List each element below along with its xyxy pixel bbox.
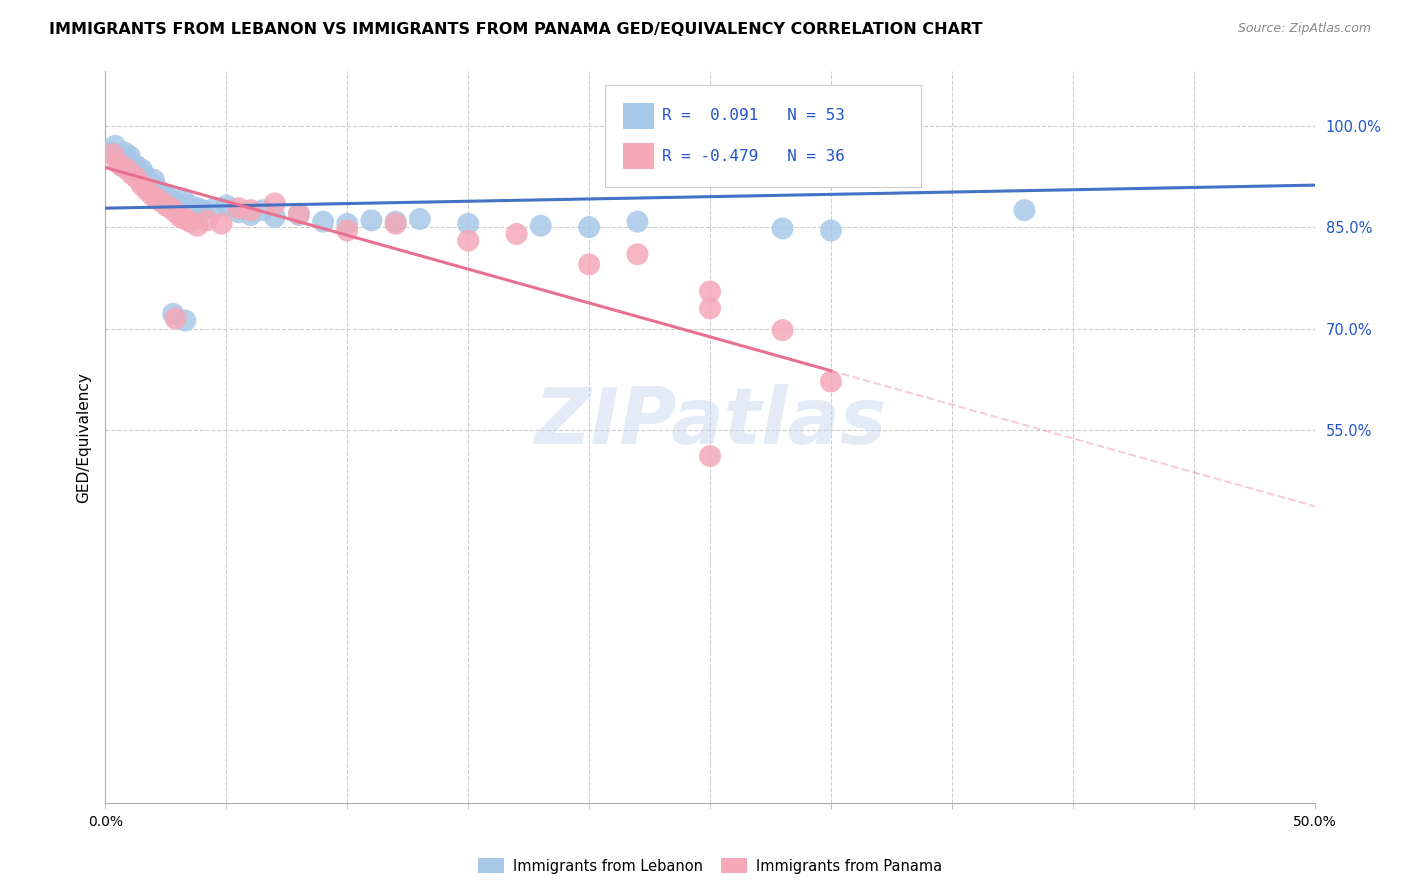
Point <box>179 215 201 229</box>
Point <box>128 166 150 180</box>
Point <box>145 181 167 195</box>
Point <box>157 192 180 206</box>
Point <box>141 179 163 194</box>
Point <box>228 205 250 219</box>
Point <box>155 198 177 212</box>
Text: IMMIGRANTS FROM LEBANON VS IMMIGRANTS FROM PANAMA GED/EQUIVALENCY CORRELATION CH: IMMIGRANTS FROM LEBANON VS IMMIGRANTS FR… <box>49 22 983 37</box>
Point <box>162 307 184 321</box>
Point <box>141 187 163 202</box>
Point <box>107 149 129 163</box>
Point <box>288 206 311 220</box>
Point <box>134 167 156 181</box>
Point <box>159 201 181 215</box>
Point <box>174 313 197 327</box>
Point <box>457 217 479 231</box>
Point <box>211 217 233 231</box>
Point <box>263 196 285 211</box>
Y-axis label: GED/Equivalency: GED/Equivalency <box>76 372 91 502</box>
Point <box>107 156 129 170</box>
Point <box>142 178 165 193</box>
Point <box>626 247 648 261</box>
Point <box>699 449 721 463</box>
Point <box>239 203 262 218</box>
Point <box>155 187 177 202</box>
Point <box>191 203 214 218</box>
Point <box>626 215 648 229</box>
Text: R = -0.479   N = 36: R = -0.479 N = 36 <box>662 149 845 163</box>
Point <box>1014 203 1036 218</box>
Point <box>360 213 382 227</box>
Point <box>114 145 136 160</box>
Point <box>505 227 527 241</box>
Point <box>239 208 262 222</box>
Point <box>699 301 721 316</box>
Point <box>772 323 794 337</box>
Point <box>118 161 141 175</box>
Point <box>202 201 225 215</box>
Point <box>148 183 170 197</box>
Point <box>101 147 124 161</box>
Point <box>101 145 124 160</box>
Point <box>409 212 432 227</box>
Point <box>135 183 157 197</box>
Point <box>820 223 842 237</box>
Point <box>215 198 238 212</box>
Point <box>169 210 191 224</box>
Point <box>336 223 359 237</box>
Text: Source: ZipAtlas.com: Source: ZipAtlas.com <box>1237 22 1371 36</box>
Point <box>530 219 553 233</box>
Point <box>125 171 148 186</box>
Point <box>111 159 134 173</box>
Point <box>131 169 153 184</box>
Point <box>186 219 208 233</box>
Point <box>179 198 201 212</box>
Point <box>384 215 406 229</box>
Point <box>336 217 359 231</box>
Point <box>118 149 141 163</box>
Point <box>172 192 194 206</box>
Point <box>252 203 274 218</box>
Point <box>121 156 143 170</box>
Point <box>699 285 721 299</box>
Point <box>165 205 187 219</box>
Point <box>312 215 335 229</box>
Point <box>125 159 148 173</box>
Point <box>165 311 187 326</box>
Point <box>145 192 167 206</box>
Point <box>131 178 153 193</box>
Point <box>138 176 160 190</box>
Point <box>142 172 165 186</box>
Text: R =  0.091   N = 53: R = 0.091 N = 53 <box>662 109 845 123</box>
Point <box>228 201 250 215</box>
Point <box>578 220 600 235</box>
Point <box>263 210 285 224</box>
Point <box>135 172 157 186</box>
Point <box>772 221 794 235</box>
Point <box>111 159 134 173</box>
Point <box>162 194 184 209</box>
Point <box>186 201 208 215</box>
Point <box>195 213 218 227</box>
Point <box>150 186 173 201</box>
Point <box>108 156 131 170</box>
Point <box>174 212 197 227</box>
Point <box>457 234 479 248</box>
Point <box>104 139 127 153</box>
Point <box>820 375 842 389</box>
Point <box>578 257 600 271</box>
Text: ZIPatlas: ZIPatlas <box>534 384 886 460</box>
Point <box>124 162 146 177</box>
Legend: Immigrants from Lebanon, Immigrants from Panama: Immigrants from Lebanon, Immigrants from… <box>472 853 948 880</box>
Point <box>121 167 143 181</box>
Point <box>115 153 138 168</box>
Point <box>131 162 153 177</box>
Point <box>288 208 311 222</box>
Point <box>115 162 138 177</box>
Point <box>150 194 173 209</box>
Point <box>384 217 406 231</box>
Point <box>167 196 190 211</box>
